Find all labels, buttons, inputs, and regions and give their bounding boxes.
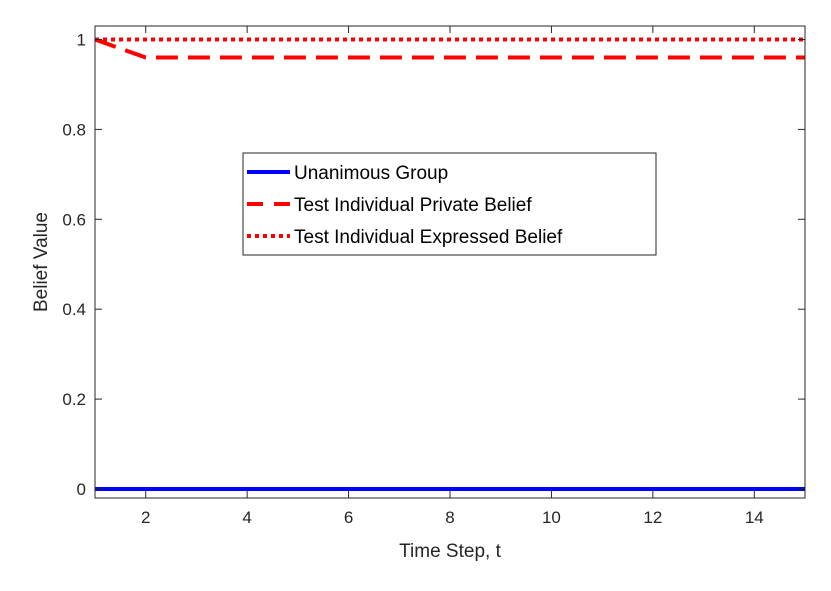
x-tick-label: 4 xyxy=(242,508,251,527)
legend: Unanimous Group Test Individual Private B… xyxy=(242,152,657,256)
legend-label: Test Individual Expressed Belief xyxy=(294,227,563,248)
x-tick-label: 8 xyxy=(445,508,454,527)
x-axis-label: Time Step, t xyxy=(399,541,501,562)
y-tick-label: 0.4 xyxy=(62,300,86,319)
x-tick-label: 14 xyxy=(745,508,764,527)
x-tick-label: 6 xyxy=(344,508,353,527)
legend-label: Test Individual Private Belief xyxy=(294,195,532,216)
ticks-layer: 2 4 6 8 10 12 14 0 0.2 0.4 0.6 0.8 1 xyxy=(62,26,805,527)
legend-box xyxy=(242,152,657,256)
y-tick-label: 0.6 xyxy=(62,210,86,229)
x-tick-label: 10 xyxy=(542,508,561,527)
plot-area-border xyxy=(94,25,806,499)
x-tick-label: 2 xyxy=(141,508,150,527)
legend-label: Unanimous Group xyxy=(294,163,448,184)
axes-layer xyxy=(94,25,806,499)
series-line-2 xyxy=(94,37,805,60)
series-layer xyxy=(94,37,805,492)
y-axis-label: Belief Value xyxy=(31,212,52,312)
y-tick-label: 0.8 xyxy=(62,120,86,139)
y-tick-label: 0 xyxy=(77,480,86,499)
x-tick-label: 12 xyxy=(643,508,662,527)
y-tick-label: 0.2 xyxy=(62,390,86,409)
y-tick-label: 1 xyxy=(77,30,86,49)
